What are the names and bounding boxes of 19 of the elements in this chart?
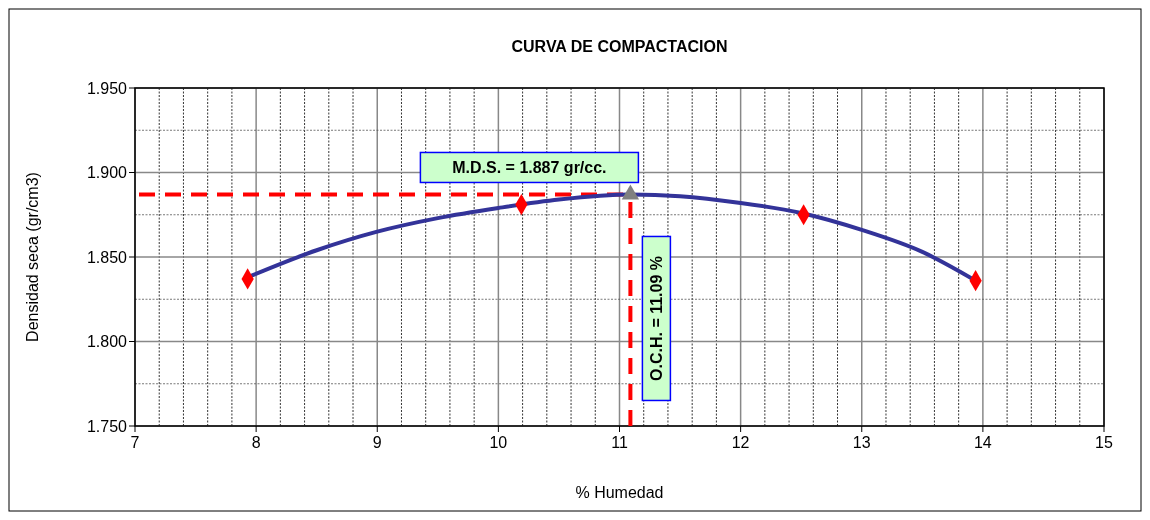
- x-tick-label: 8: [251, 434, 261, 451]
- x-tick-label: 9: [372, 434, 382, 451]
- x-tick-label: 15: [1095, 434, 1113, 451]
- y-tick-label: 1.900: [86, 164, 128, 182]
- y-axis-title: Densidad seca (gr/cm3): [24, 172, 41, 342]
- y-tick-label: 1.800: [86, 333, 128, 351]
- ref-line-label: O.C.H. = 11.09 %: [648, 255, 665, 381]
- x-tick-label: 12: [731, 434, 750, 451]
- x-tick-label: 13: [852, 434, 871, 451]
- ref-line-label: M.D.S. = 1.887 gr/cc.: [452, 159, 607, 177]
- y-tick-label: 1.750: [86, 417, 128, 435]
- x-tick-label: 7: [130, 434, 140, 451]
- chart-title: CURVA DE COMPACTACION: [511, 38, 728, 55]
- y-tick-label: 1.850: [86, 248, 128, 266]
- x-tick-label: 11: [611, 434, 628, 451]
- x-tick-label: 10: [489, 434, 508, 451]
- x-axis-title: % Humedad: [575, 484, 664, 501]
- y-tick-label: 1.950: [86, 79, 128, 97]
- x-tick-label: 14: [973, 434, 992, 451]
